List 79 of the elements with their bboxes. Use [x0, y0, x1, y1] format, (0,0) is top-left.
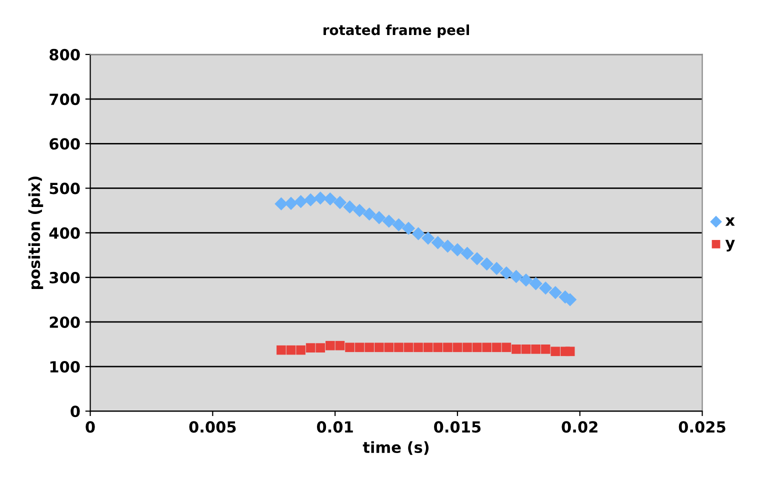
- point: [274, 197, 288, 210]
- point: [482, 342, 492, 352]
- point: [450, 243, 464, 256]
- y-tick-label: 0: [70, 406, 80, 418]
- point: [472, 342, 482, 352]
- point: [492, 342, 502, 352]
- point: [382, 214, 396, 228]
- point: [480, 257, 494, 271]
- point: [431, 236, 444, 250]
- x-tick-label: 0: [86, 421, 95, 433]
- point: [422, 232, 435, 245]
- x-tick-label: 0.02: [562, 421, 598, 433]
- point: [335, 340, 345, 350]
- point: [294, 195, 308, 208]
- x-tick-label: 0.005: [189, 421, 236, 433]
- point: [352, 204, 366, 218]
- point: [519, 273, 533, 287]
- y-tick-label: 400: [49, 227, 80, 239]
- point: [462, 342, 472, 352]
- point: [343, 200, 356, 214]
- point: [404, 342, 414, 352]
- point: [324, 192, 337, 206]
- legend-label: x: [725, 217, 735, 226]
- x-tick-label: 0.025: [678, 421, 726, 433]
- point: [345, 342, 354, 352]
- point: [392, 218, 406, 232]
- point: [306, 343, 316, 352]
- y-tick-label: 200: [50, 316, 80, 328]
- point: [500, 266, 514, 280]
- point: [529, 277, 542, 290]
- y-axis-title: position (pix): [28, 176, 44, 290]
- chart-title: rotated frame peel: [324, 24, 469, 38]
- point: [372, 211, 386, 224]
- point: [362, 207, 376, 221]
- x-tick-label: 0.015: [434, 421, 481, 433]
- point: [490, 262, 504, 276]
- x-tick-label: 0.01: [316, 421, 353, 433]
- point: [333, 196, 347, 210]
- point: [316, 343, 326, 352]
- point: [565, 346, 575, 356]
- point: [423, 342, 433, 352]
- point: [284, 196, 298, 210]
- point: [394, 342, 404, 352]
- y-tick-label: 300: [50, 272, 80, 284]
- point: [374, 342, 384, 352]
- point: [286, 345, 296, 355]
- point: [550, 346, 560, 356]
- point: [384, 342, 394, 352]
- point: [441, 240, 454, 253]
- point: [502, 342, 512, 352]
- point: [470, 252, 484, 266]
- legend-label: y: [725, 240, 735, 252]
- y-tick-label: 600: [50, 138, 80, 150]
- point: [314, 191, 327, 205]
- y-tick-label: 800: [50, 48, 80, 60]
- point: [540, 344, 550, 354]
- y-tick-label: 500: [50, 182, 80, 194]
- point: [539, 282, 552, 295]
- point: [296, 345, 306, 355]
- point: [414, 342, 423, 352]
- point: [452, 342, 462, 352]
- point: [548, 286, 562, 300]
- point: [443, 342, 452, 352]
- point: [354, 342, 364, 352]
- point: [412, 227, 425, 240]
- point: [326, 340, 335, 350]
- point: [512, 344, 521, 354]
- point: [460, 246, 474, 260]
- point: [304, 193, 318, 206]
- x-axis-title: time (s): [362, 441, 429, 455]
- point: [433, 342, 443, 352]
- y-tick-label: 700: [50, 94, 80, 106]
- point: [402, 222, 416, 235]
- point: [521, 344, 531, 354]
- point: [510, 270, 523, 284]
- point: [276, 345, 286, 355]
- point: [531, 344, 540, 354]
- y-tick-label: 100: [50, 361, 80, 373]
- point: [364, 342, 374, 352]
